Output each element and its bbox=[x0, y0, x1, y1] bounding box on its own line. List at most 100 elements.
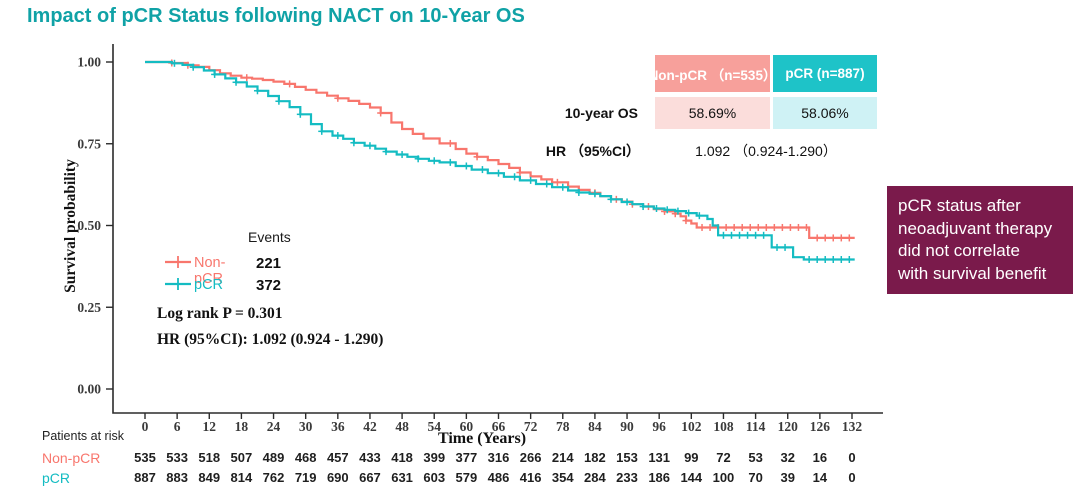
hr-text: HR (95%CI): 1.092 (0.924 - 1.290) bbox=[157, 331, 384, 348]
log-rank-text: Log rank P = 0.301 bbox=[157, 305, 283, 322]
x-axis-title: Time (Years) bbox=[437, 430, 527, 447]
legend-label-non-pcr: Non-pCR bbox=[194, 255, 226, 287]
risk-count: 489 bbox=[262, 450, 285, 465]
axis-lines bbox=[112, 44, 883, 414]
svg-text:0.00: 0.00 bbox=[77, 382, 101, 397]
svg-text:90: 90 bbox=[620, 419, 634, 434]
risk-count: 603 bbox=[423, 470, 446, 485]
risk-count: 53 bbox=[748, 450, 763, 465]
risk-count: 883 bbox=[166, 470, 188, 485]
legend-marker-non-pcr bbox=[165, 256, 191, 268]
risk-count: 0 bbox=[848, 450, 856, 465]
svg-text:6: 6 bbox=[174, 419, 181, 434]
svg-text:1.00: 1.00 bbox=[77, 55, 101, 70]
risk-count: 32 bbox=[780, 450, 795, 465]
callout-box: pCR status after neoadjuvant therapy did… bbox=[887, 186, 1073, 295]
svg-text:84: 84 bbox=[588, 419, 602, 434]
y-axis-title: Survival probability bbox=[62, 159, 79, 293]
risk-count: 416 bbox=[519, 470, 542, 485]
risk-count: 70 bbox=[748, 470, 763, 485]
svg-text:126: 126 bbox=[810, 419, 831, 434]
svg-text:42: 42 bbox=[363, 419, 377, 434]
risk-count: 39 bbox=[780, 470, 795, 485]
svg-text:12: 12 bbox=[203, 419, 217, 434]
svg-text:66: 66 bbox=[492, 419, 506, 434]
risk-count: 100 bbox=[712, 470, 735, 485]
svg-text:0.50: 0.50 bbox=[77, 218, 101, 233]
svg-text:0.75: 0.75 bbox=[77, 136, 101, 151]
svg-text:0: 0 bbox=[142, 419, 149, 434]
table-header-non-pcr: Non-pCR （n=535） bbox=[649, 55, 776, 92]
risk-row-label-non-pcr: Non-pCR bbox=[42, 450, 101, 466]
svg-text:30: 30 bbox=[299, 419, 313, 434]
risk-count: 814 bbox=[230, 470, 253, 485]
censor-marks-pcr bbox=[170, 59, 853, 264]
risk-count: 153 bbox=[616, 450, 638, 465]
legend-header: Events bbox=[248, 229, 291, 245]
risk-count: 579 bbox=[455, 470, 478, 485]
svg-text:72: 72 bbox=[524, 419, 538, 434]
risk-count: 14 bbox=[812, 470, 828, 485]
risk-count: 667 bbox=[359, 470, 381, 485]
risk-count: 377 bbox=[455, 450, 478, 465]
risk-count: 99 bbox=[684, 450, 699, 465]
risk-count: 354 bbox=[551, 470, 574, 485]
legend-label-pcr: pCR bbox=[194, 277, 224, 293]
svg-text:132: 132 bbox=[842, 419, 863, 434]
svg-text:120: 120 bbox=[778, 419, 799, 434]
table-header-pcr: pCR (n=887) bbox=[773, 55, 877, 92]
risk-count: 468 bbox=[294, 450, 317, 465]
risk-count: 849 bbox=[198, 470, 221, 485]
risk-count: 214 bbox=[551, 450, 574, 465]
svg-text:48: 48 bbox=[395, 419, 409, 434]
svg-text:18: 18 bbox=[235, 419, 249, 434]
x-axis-ticks: 0 6 12 18 24 30 36 42 48 54 60 66 72 78 84 90 96 102 108 11… bbox=[142, 413, 863, 434]
risk-count: 182 bbox=[584, 450, 606, 465]
risk-count: 433 bbox=[359, 450, 381, 465]
svg-text:108: 108 bbox=[713, 419, 734, 434]
risk-count: 316 bbox=[487, 450, 510, 465]
risk-count: 507 bbox=[230, 450, 253, 465]
risk-count: 131 bbox=[648, 450, 671, 465]
risk-count: 518 bbox=[198, 450, 221, 465]
risk-count: 144 bbox=[680, 470, 703, 485]
svg-text:0.25: 0.25 bbox=[77, 300, 101, 315]
risk-count: 16 bbox=[812, 450, 828, 465]
legend-marker-pcr bbox=[165, 278, 191, 290]
risk-count: 266 bbox=[519, 450, 542, 465]
legend-events-pcr: 372 bbox=[256, 277, 282, 294]
risk-count: 457 bbox=[326, 450, 349, 465]
svg-text:24: 24 bbox=[267, 419, 281, 434]
risk-count: 418 bbox=[391, 450, 413, 465]
table-row-label-os: 10-year OS bbox=[564, 105, 638, 121]
svg-text:36: 36 bbox=[331, 419, 345, 434]
table-cell-hr: 1.092 （0.924-1.290） bbox=[695, 143, 837, 159]
svg-text:78: 78 bbox=[556, 419, 570, 434]
table-cell-os-pcr: 58.06% bbox=[773, 97, 877, 129]
risk-count: 887 bbox=[134, 470, 156, 485]
risk-count: 535 bbox=[134, 450, 156, 465]
svg-text:60: 60 bbox=[460, 419, 474, 434]
risk-count: 719 bbox=[294, 470, 317, 485]
svg-text:54: 54 bbox=[427, 419, 441, 434]
risk-count: 762 bbox=[262, 470, 285, 485]
table-row-label-hr: HR （95%CI） bbox=[545, 143, 640, 159]
risk-row-label-pcr: pCR bbox=[42, 470, 71, 486]
svg-text:96: 96 bbox=[652, 419, 666, 434]
risk-count: 690 bbox=[326, 470, 349, 485]
risk-count: 533 bbox=[166, 450, 188, 465]
page-title: Impact of pCR Status following NACT on 1… bbox=[27, 5, 525, 27]
risk-count: 284 bbox=[584, 470, 606, 485]
risk-count: 0 bbox=[848, 470, 856, 485]
y-axis-ticks: 0.00 0.25 0.50 0.75 1.00 bbox=[77, 55, 113, 397]
risk-count: 486 bbox=[487, 470, 510, 485]
risk-table-title: Patients at risk bbox=[42, 429, 124, 443]
risk-count: 631 bbox=[391, 470, 413, 485]
risk-count: 186 bbox=[648, 470, 671, 485]
svg-text:102: 102 bbox=[681, 419, 702, 434]
svg-text:114: 114 bbox=[746, 419, 766, 434]
table-cell-os-non-pcr: 58.69% bbox=[655, 97, 770, 129]
risk-count: 399 bbox=[423, 450, 446, 465]
